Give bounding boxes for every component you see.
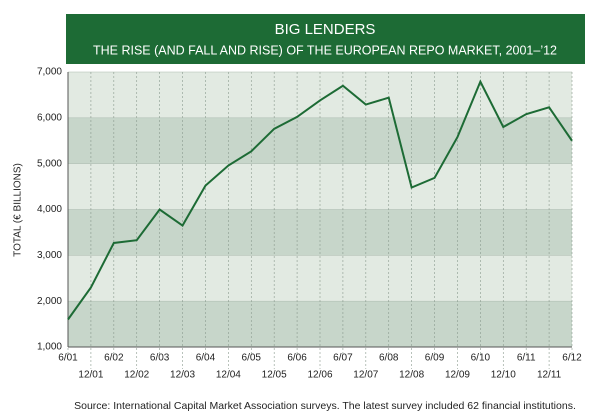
x-tick-label: 12/04 <box>216 370 241 381</box>
y-tick-label: 1,000 <box>37 342 62 353</box>
y-axis-label: TOTAL (€ BILLIONS) <box>13 163 24 257</box>
x-tick-label: 12/01 <box>78 370 103 381</box>
header-box <box>66 14 585 64</box>
line <box>67 79 573 321</box>
band <box>68 163 572 210</box>
x-tick-label: 6/09 <box>425 353 445 364</box>
x-tick-label: 6/10 <box>471 353 491 364</box>
x-tick-label: 12/06 <box>307 370 332 381</box>
y-tick-label: 3,000 <box>37 250 62 261</box>
x-tick-label: 12/10 <box>491 370 516 381</box>
chart-title: BIG LENDERS <box>275 21 376 38</box>
band <box>68 255 572 302</box>
x-tick-label: 6/06 <box>287 353 307 364</box>
x-tick-label: 6/07 <box>333 353 353 364</box>
band <box>68 72 572 118</box>
x-tick-label: 12/05 <box>262 370 287 381</box>
x-tick-label: 12/08 <box>399 370 424 381</box>
x-tick-label: 6/08 <box>379 353 399 364</box>
x-tick-label: 12/03 <box>170 370 195 381</box>
y-tick-label: 2,000 <box>37 296 62 307</box>
y-tick-label: 6,000 <box>37 112 62 123</box>
x-tick-label: 12/09 <box>445 370 470 381</box>
x-tick-label: 6/03 <box>150 353 170 364</box>
x-tick-label: 12/02 <box>124 370 149 381</box>
x-tick-label: 12/11 <box>537 370 562 381</box>
x-tick-label: 6/02 <box>104 353 124 364</box>
y-tick-label: 5,000 <box>37 158 62 169</box>
x-tick-label: 12/07 <box>353 370 378 381</box>
x-tick-label: 6/01 <box>58 353 78 364</box>
chart-subtitle: THE RISE (AND FALL AND RISE) OF THE EURO… <box>93 43 557 57</box>
y-tick-label: 4,000 <box>37 204 62 215</box>
y-tick-label: 7,000 <box>37 67 62 78</box>
source-note: Source: International Capital Market Ass… <box>74 400 576 412</box>
x-tick-label: 6/04 <box>196 353 216 364</box>
x-tick-label: 6/12 <box>562 353 582 364</box>
x-tick-label: 6/11 <box>517 353 536 364</box>
x-tick-label: 6/05 <box>242 353 262 364</box>
